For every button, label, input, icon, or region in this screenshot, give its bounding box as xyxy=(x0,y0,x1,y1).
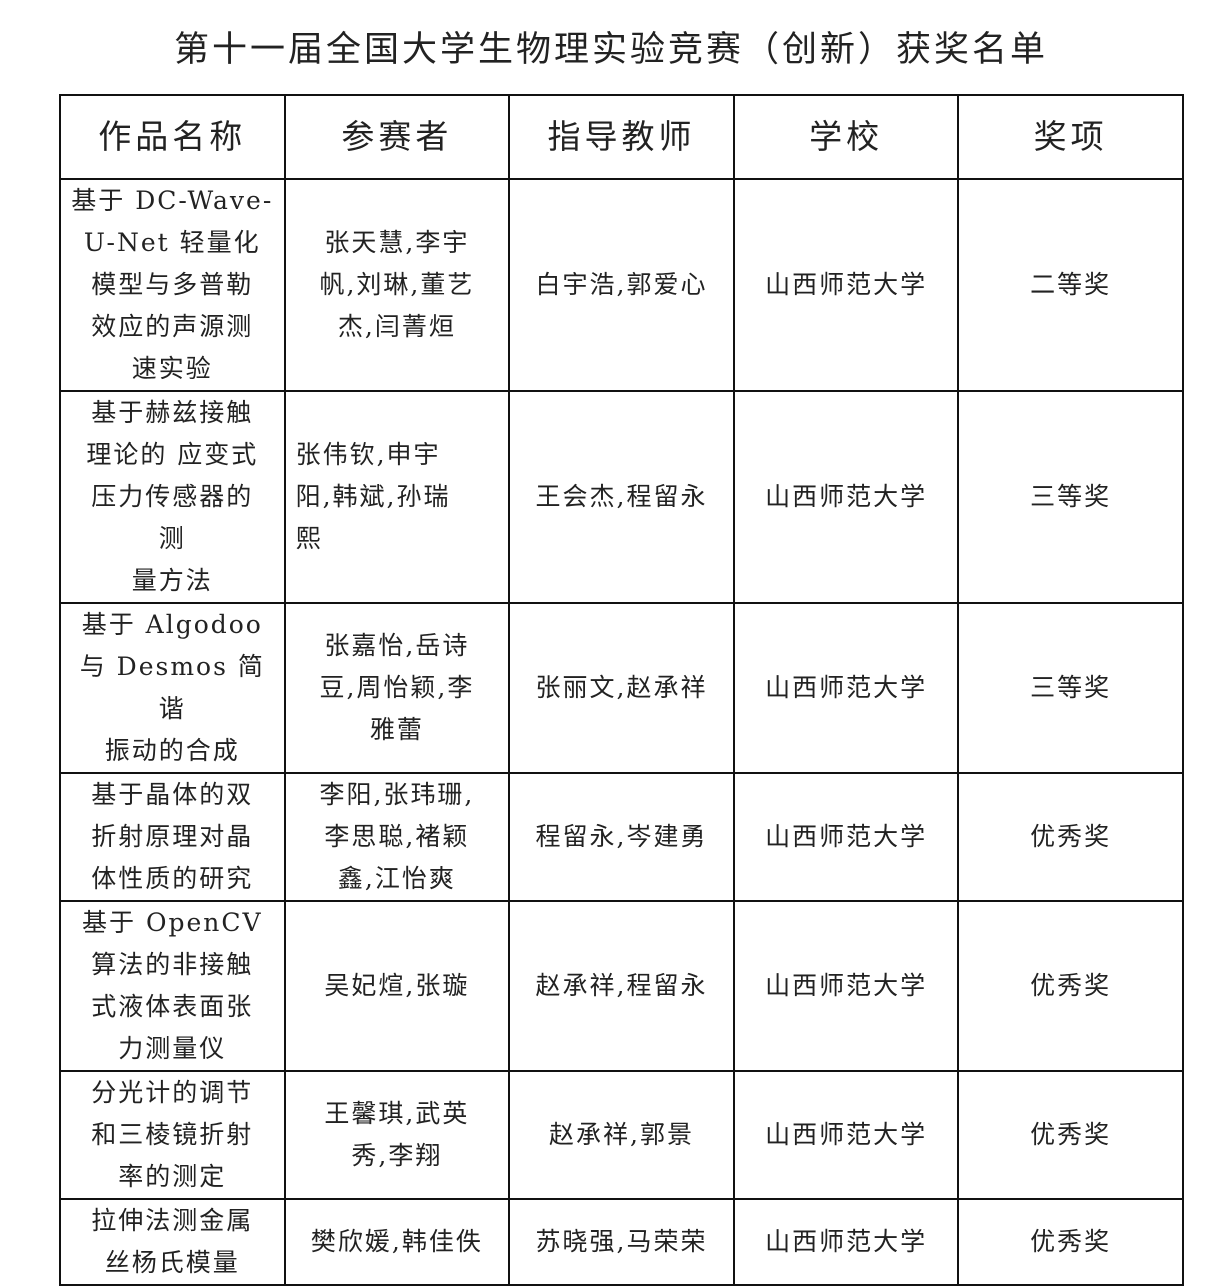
cell-advisors: 程留永,岑建勇 xyxy=(508,772,735,902)
cell-school: 山西师范大学 xyxy=(732,772,960,902)
table-row: 基于赫兹接触 理论的 应变式 压力传感器的 测 量方法 张伟钦,申宇 阳,韩斌,孙… xyxy=(59,390,1184,604)
cell-advisors: 苏晓强,马荣荣 xyxy=(508,1198,735,1286)
header-advisors: 指导教师 xyxy=(508,94,735,180)
table-row: 基于 OpenCV 算法的非接触 式液体表面张 力测量仪 吴妃煊,张璇 赵承祥,程留… xyxy=(59,900,1184,1072)
cell-advisors: 王会杰,程留永 xyxy=(508,390,735,604)
table-row: 基于 DC-Wave- U-Net 轻量化 模型与多普勒 效应的声源测 速实验张… xyxy=(59,178,1184,392)
header-award: 奖项 xyxy=(957,94,1184,180)
cell-school: 山西师范大学 xyxy=(732,602,960,774)
cell-work: 分光计的调节 和三棱镜折射 率的测定 xyxy=(59,1070,286,1200)
header-school: 学校 xyxy=(732,94,960,180)
table-row: 拉伸法测金属 丝杨氏模量 樊欣媛,韩佳佚 苏晓强,马荣荣 山西师范大学 优秀奖 xyxy=(59,1198,1184,1286)
cell-work: 基于赫兹接触 理论的 应变式 压力传感器的 测 量方法 xyxy=(59,390,286,604)
cell-participants: 樊欣媛,韩佳佚 xyxy=(283,1198,511,1286)
cell-advisors: 赵承祥,郭景 xyxy=(508,1070,735,1200)
cell-work: 基于 Algodoo 与 Desmos 简谐 振动的合成 xyxy=(59,602,286,774)
cell-school: 山西师范大学 xyxy=(732,178,960,392)
page-title: 第十一届全国大学生物理实验竞赛（创新）获奖名单 xyxy=(173,30,1048,70)
cell-advisors: 赵承祥,程留永 xyxy=(508,900,735,1072)
cell-award: 三等奖 xyxy=(957,602,1184,774)
cell-award: 优秀奖 xyxy=(957,900,1184,1072)
table-row: 基于 Algodoo 与 Desmos 简谐 振动的合成 张嘉怡,岳诗 豆,周怡颖… xyxy=(59,602,1184,774)
cell-school: 山西师范大学 xyxy=(732,1070,960,1200)
cell-school: 山西师范大学 xyxy=(732,900,960,1072)
header-participants: 参赛者 xyxy=(283,94,511,180)
cell-participants: 张天慧,李宇 帆,刘琳,董艺 杰,闫菁烜 xyxy=(283,178,511,392)
cell-participants: 吴妃煊,张璇 xyxy=(283,900,511,1072)
cell-award: 优秀奖 xyxy=(957,1070,1184,1200)
cell-work: 拉伸法测金属 丝杨氏模量 xyxy=(59,1198,286,1286)
table-row: 基于晶体的双 折射原理对晶 体性质的研究 李阳,张玮珊, 李思聪,褚颖 鑫,江怡爽… xyxy=(59,772,1184,902)
cell-school: 山西师范大学 xyxy=(732,390,960,604)
cell-participants: 张伟钦,申宇 阳,韩斌,孙瑞 熙 xyxy=(283,390,511,604)
cell-work: 基于晶体的双 折射原理对晶 体性质的研究 xyxy=(59,772,286,902)
cell-school: 山西师范大学 xyxy=(732,1198,960,1286)
cell-participants: 王馨琪,武英 秀,李翔 xyxy=(283,1070,511,1200)
cell-participants: 张嘉怡,岳诗 豆,周怡颖,李 雅蕾 xyxy=(283,602,511,774)
cell-award: 三等奖 xyxy=(957,390,1184,604)
cell-participants: 李阳,张玮珊, 李思聪,褚颖 鑫,江怡爽 xyxy=(283,772,511,902)
cell-award: 优秀奖 xyxy=(957,1198,1184,1286)
cell-award: 优秀奖 xyxy=(957,772,1184,902)
award-table: 作品名称 参赛者 指导教师 学校 奖项 基于 DC-Wave- U-Net 轻量… xyxy=(59,94,1184,1286)
header-work: 作品名称 xyxy=(59,94,286,180)
cell-work: 基于 DC-Wave- U-Net 轻量化 模型与多普勒 效应的声源测 速实验 xyxy=(59,178,286,392)
cell-advisors: 张丽文,赵承祥 xyxy=(508,602,735,774)
cell-award: 二等奖 xyxy=(957,178,1184,392)
table-header-row: 作品名称 参赛者 指导教师 学校 奖项 xyxy=(59,94,1184,180)
cell-advisors: 白宇浩,郭爱心 xyxy=(508,178,735,392)
table-row: 分光计的调节 和三棱镜折射 率的测定 王馨琪,武英 秀,李翔 赵承祥,郭景 山西师范大… xyxy=(59,1070,1184,1200)
cell-work: 基于 OpenCV 算法的非接触 式液体表面张 力测量仪 xyxy=(59,900,286,1072)
